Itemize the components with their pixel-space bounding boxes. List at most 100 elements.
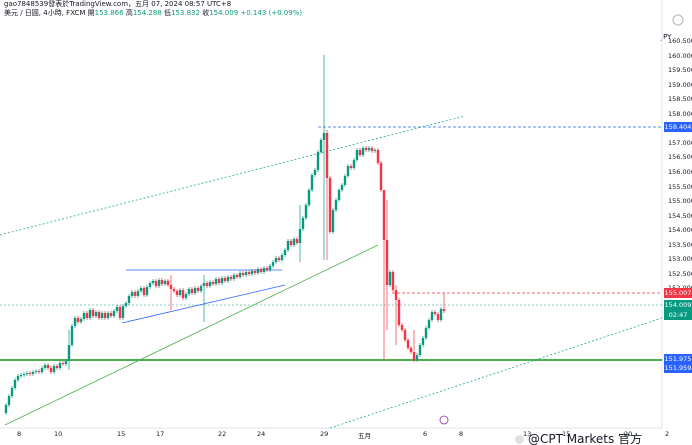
x-tick-label: 24 bbox=[257, 430, 266, 438]
y-tick-label: 156.000 bbox=[668, 167, 692, 176]
y-tick-label: 160.000 bbox=[668, 51, 692, 60]
candle-body bbox=[118, 307, 122, 318]
candle-body bbox=[190, 289, 194, 293]
candle-body bbox=[307, 190, 311, 205]
y-tick-label: 155.000 bbox=[668, 197, 692, 206]
candle-body bbox=[211, 282, 215, 284]
candle-body bbox=[220, 278, 224, 283]
candle-body bbox=[52, 366, 56, 372]
publisher-line: gao7848539發表於TradingView.com，五月 07, 2024… bbox=[4, 0, 232, 8]
candle-body bbox=[97, 312, 101, 318]
low-label: 低 bbox=[164, 9, 172, 17]
candle-body bbox=[433, 312, 437, 314]
candle-body bbox=[301, 218, 305, 229]
x-tick-label: 29 bbox=[320, 430, 329, 438]
candle-body bbox=[316, 152, 320, 170]
candle-body bbox=[385, 240, 389, 285]
candle-body bbox=[28, 373, 32, 374]
candle-body bbox=[85, 313, 89, 318]
candle-body bbox=[163, 281, 167, 284]
y-tick-label: 158.500 bbox=[668, 95, 692, 104]
x-tick-label: 6 bbox=[423, 430, 428, 438]
candle-body bbox=[319, 140, 323, 152]
candle-body bbox=[436, 314, 440, 320]
candle-body bbox=[262, 268, 266, 272]
candle-body bbox=[268, 266, 272, 270]
candle-body bbox=[7, 396, 11, 405]
x-tick-label: 15 bbox=[562, 430, 571, 438]
ohlc-line: 美元 / 日圓, 4小時, FXCM 開153.866 高154.288 低15… bbox=[4, 9, 624, 18]
candle-body bbox=[349, 166, 353, 168]
price-tag: 151.975 bbox=[664, 354, 692, 364]
candle-body bbox=[94, 312, 98, 316]
candle-body bbox=[430, 312, 434, 320]
price-tag: 02:47 bbox=[664, 310, 692, 320]
y-tick-label: 160.500 bbox=[668, 37, 692, 45]
candle-body bbox=[88, 310, 92, 318]
candle-body bbox=[130, 292, 134, 296]
candle-body bbox=[322, 133, 326, 140]
candle-body bbox=[133, 292, 137, 296]
candle-body bbox=[4, 405, 8, 413]
open-label: 開 bbox=[87, 9, 95, 17]
candle-body bbox=[64, 361, 68, 364]
candle-body bbox=[388, 272, 392, 285]
x-tick-label: 20 bbox=[624, 430, 633, 438]
change-value: +0.143 (+0.09%) bbox=[240, 9, 303, 17]
candle-body bbox=[22, 374, 26, 375]
candle-body bbox=[382, 190, 386, 240]
candle-body bbox=[346, 166, 350, 176]
candle-body bbox=[37, 371, 41, 372]
high-value: 154.288 bbox=[132, 9, 162, 17]
y-tick-label: 154.500 bbox=[668, 211, 692, 220]
candle-body bbox=[196, 288, 200, 291]
candle-body bbox=[283, 250, 287, 255]
candle-body bbox=[331, 210, 335, 232]
candle-body bbox=[121, 306, 125, 318]
candle-body bbox=[391, 272, 395, 290]
candle-body bbox=[151, 281, 155, 283]
candle-body bbox=[406, 340, 410, 348]
candle-body bbox=[265, 268, 269, 270]
candle-body bbox=[70, 326, 74, 345]
candle-body bbox=[253, 271, 257, 273]
candle-body bbox=[193, 288, 197, 293]
candle-body bbox=[139, 288, 143, 291]
candle-body bbox=[340, 185, 344, 190]
candle-body bbox=[115, 307, 119, 311]
candle-body bbox=[58, 363, 62, 368]
candle-body bbox=[292, 239, 296, 245]
candle-body bbox=[31, 372, 35, 374]
candle-body bbox=[154, 281, 158, 286]
price-tag: 154.009 bbox=[664, 300, 692, 310]
candle-body bbox=[355, 150, 359, 160]
candle-body bbox=[379, 163, 383, 190]
candle-body bbox=[127, 296, 131, 303]
low-value: 153.832 bbox=[171, 9, 200, 17]
candle-body bbox=[13, 380, 17, 388]
y-tick-label: 159.000 bbox=[668, 80, 692, 89]
candle-body bbox=[199, 286, 203, 291]
candle-body bbox=[79, 319, 83, 322]
candle-body bbox=[226, 277, 230, 281]
candle-body bbox=[136, 291, 140, 296]
candle-body bbox=[328, 178, 332, 232]
candle-body bbox=[325, 133, 329, 178]
candle-body bbox=[403, 330, 407, 340]
candle-body bbox=[109, 313, 113, 316]
candle-body bbox=[76, 318, 80, 322]
candle-body bbox=[103, 313, 107, 318]
candle-body bbox=[43, 365, 47, 368]
candle-body bbox=[166, 281, 170, 285]
candle-body bbox=[46, 365, 50, 368]
channel-lower-line bbox=[4, 244, 379, 426]
candle-body bbox=[442, 309, 446, 311]
candle-body bbox=[304, 205, 308, 218]
candle-body bbox=[271, 262, 275, 266]
y-tick-label: 157.000 bbox=[668, 138, 692, 147]
candle-body bbox=[181, 290, 185, 298]
x-tick-label: 13 bbox=[523, 430, 532, 438]
x-tick-label: 五月 bbox=[358, 432, 371, 440]
candle-body bbox=[100, 313, 104, 318]
